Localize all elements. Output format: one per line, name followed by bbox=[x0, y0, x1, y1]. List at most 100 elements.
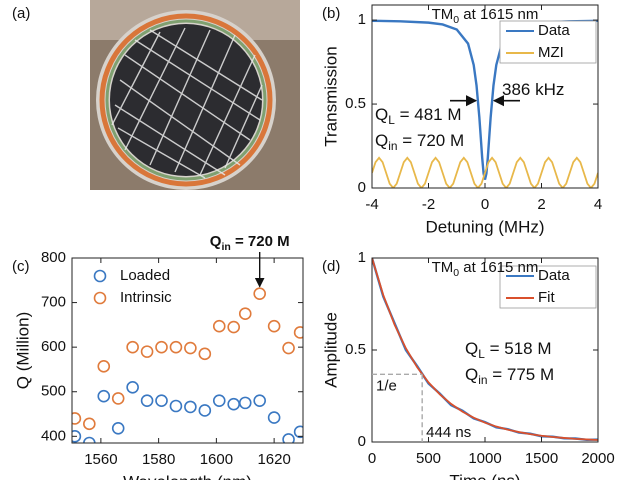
data-point bbox=[184, 400, 197, 414]
q-intrinsic-part: Q bbox=[375, 131, 388, 150]
legend-label: MZI bbox=[538, 44, 564, 61]
data-point bbox=[169, 399, 183, 413]
x-axis-label: Detuning (MHz) bbox=[425, 217, 544, 236]
axes-box bbox=[71, 257, 304, 444]
q-loaded-part: L bbox=[388, 113, 395, 127]
plot-area bbox=[72, 287, 303, 443]
data-point bbox=[97, 360, 111, 373]
data-point bbox=[282, 433, 295, 443]
data-point bbox=[169, 340, 183, 354]
x-tick-label: 1500 bbox=[525, 450, 558, 467]
data-point bbox=[155, 394, 168, 407]
wafer-photo bbox=[90, 0, 300, 190]
data-point bbox=[212, 319, 226, 333]
y-axis-label: Amplitude bbox=[321, 312, 340, 388]
data-point bbox=[267, 319, 281, 333]
x-axis-label: Wavelength (nm) bbox=[123, 472, 252, 480]
data-point bbox=[227, 320, 240, 334]
linewidth-label: 386 kHz bbox=[502, 80, 564, 99]
data-point bbox=[253, 394, 266, 407]
y-tick-label: 0 bbox=[358, 179, 366, 196]
chart-title-part: 0 bbox=[453, 14, 459, 26]
data-point bbox=[126, 380, 139, 394]
chart-title-part: at 1615 nm bbox=[459, 259, 538, 276]
x-tick-label: -2 bbox=[422, 196, 435, 213]
data-point bbox=[293, 425, 303, 439]
data-point bbox=[198, 404, 212, 417]
q-loaded-part: L bbox=[478, 347, 485, 361]
axes-box bbox=[371, 4, 599, 189]
data-point bbox=[227, 397, 240, 411]
legend-label: Intrinsic bbox=[120, 289, 172, 306]
q-intrinsic: Qin = 720 M bbox=[375, 131, 464, 153]
y-tick-label: 1 bbox=[358, 249, 366, 266]
x-tick-label: 0 bbox=[368, 450, 376, 467]
legend-label: Loaded bbox=[120, 267, 170, 284]
data-point bbox=[293, 326, 303, 339]
data-point bbox=[97, 389, 111, 403]
y-axis-label: Transmission bbox=[321, 46, 340, 146]
data-point bbox=[140, 345, 154, 358]
x-axis-label: Time (ns) bbox=[449, 471, 520, 480]
data-point bbox=[140, 394, 154, 407]
data-line bbox=[372, 258, 598, 441]
data-point bbox=[212, 394, 226, 407]
panel-label: (a) bbox=[12, 5, 30, 22]
legend-swatch bbox=[93, 269, 107, 283]
y-tick-label: 800 bbox=[41, 249, 66, 266]
y-tick-label: 500 bbox=[41, 383, 66, 400]
y-tick-label: 400 bbox=[41, 427, 66, 444]
data-point bbox=[253, 287, 266, 300]
legend-box bbox=[499, 20, 597, 64]
data-point bbox=[155, 340, 168, 354]
x-tick-label: 1000 bbox=[468, 450, 501, 467]
x-tick-label: -4 bbox=[365, 196, 378, 213]
data-point bbox=[198, 347, 212, 361]
guide-x-label: 444 ns bbox=[426, 424, 471, 441]
y-tick-label: 0 bbox=[358, 433, 366, 450]
q-callout-part: = 720 M bbox=[231, 233, 290, 250]
q-intrinsic-part: = 775 M bbox=[488, 365, 555, 384]
data-line bbox=[372, 156, 598, 188]
data-point bbox=[267, 411, 281, 424]
data-point bbox=[126, 340, 139, 354]
panel-label: (b) bbox=[322, 5, 340, 22]
data-point bbox=[111, 392, 125, 405]
x-tick-label: 0 bbox=[481, 196, 489, 213]
legend-label: Fit bbox=[538, 289, 555, 306]
y-tick-label: 600 bbox=[41, 338, 66, 355]
chart-title: TM0 at 1615 nm bbox=[432, 6, 539, 26]
q-loaded-part: Q bbox=[375, 105, 388, 124]
y-tick-label: 0.5 bbox=[345, 95, 366, 112]
data-point bbox=[83, 436, 96, 443]
plot-area bbox=[372, 258, 598, 441]
legend-label: Data bbox=[538, 22, 570, 39]
x-tick-label: 1580 bbox=[142, 451, 175, 468]
data-point bbox=[282, 341, 295, 355]
q-loaded-part: Q bbox=[465, 339, 478, 358]
y-tick-label: 700 bbox=[41, 294, 66, 311]
data-point bbox=[111, 421, 125, 435]
chart-title-part: TM bbox=[432, 259, 454, 276]
x-tick-label: 1560 bbox=[84, 451, 117, 468]
x-tick-label: 1620 bbox=[257, 451, 290, 468]
x-tick-label: 2000 bbox=[581, 450, 614, 467]
q-loaded: QL = 518 M bbox=[465, 339, 551, 361]
data-point bbox=[72, 430, 82, 443]
q-intrinsic-part: in bbox=[478, 373, 487, 387]
q-callout: Qin = 720 M bbox=[210, 233, 290, 253]
q-callout-part: in bbox=[221, 241, 230, 253]
y-tick-label: 0.5 bbox=[345, 341, 366, 358]
chart-title-part: 0 bbox=[453, 267, 459, 279]
q-intrinsic: Qin = 775 M bbox=[465, 365, 554, 387]
data-point bbox=[72, 412, 82, 425]
data-point bbox=[184, 341, 197, 355]
q-callout-part: Q bbox=[210, 233, 222, 250]
x-tick-label: 4 bbox=[594, 196, 602, 213]
x-tick-label: 1600 bbox=[200, 451, 233, 468]
q-loaded-part: = 518 M bbox=[485, 339, 552, 358]
guide-y-label: 1/e bbox=[376, 377, 397, 394]
chart-title: TM0 at 1615 nm bbox=[432, 259, 539, 279]
chart-title-part: at 1615 nm bbox=[459, 6, 538, 23]
chart-title-part: TM bbox=[432, 6, 454, 23]
